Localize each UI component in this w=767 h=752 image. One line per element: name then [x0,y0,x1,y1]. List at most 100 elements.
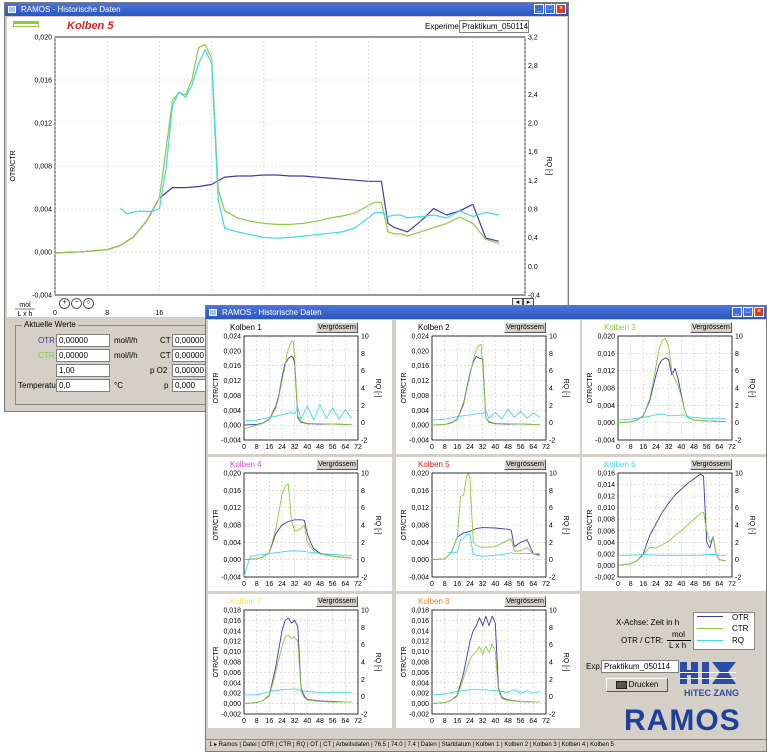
y-tick-label: 0,018 [411,608,429,615]
rq-axis-label: RQ [-] [374,516,381,535]
plot-frame [617,472,733,578]
x-tick-label: 56 [329,718,337,725]
maximize-icon[interactable]: □ [743,307,753,317]
x-tick-label: 48 [504,718,512,725]
vergroessern-button[interactable]: Vergrössern [690,322,732,333]
main-plot-area: Kolben 5 Experiment Praktikum_050114 0,0… [7,17,567,319]
kolben-panel: Kolben 3 Vergrössern 0,020 0,016 0,012 0,008 0… [582,320,766,454]
rq-tick-label: 0 [735,557,739,564]
rq-tick-label: 6 [361,505,365,512]
x-tick-label: 40 [303,444,311,451]
exp-field[interactable]: Praktikum_050114 [601,660,679,673]
y-tick-label: 0,012 [411,639,429,646]
x-tick-label: 24 [278,444,286,451]
rq-tick-label: 8 [549,625,553,632]
plot-frame [243,335,359,441]
kolben-chart: 0,024 0,020 0,016 0,012 0,008 0,004 0,000 -0,00… [213,334,381,452]
plot-frame [243,472,359,578]
close-icon[interactable]: × [556,4,566,14]
x-tick-label: 72 [542,444,550,451]
vergroessern-button[interactable]: Vergrössern [504,596,546,607]
rq-tick-label: 4 [549,523,553,530]
experiment-field[interactable]: Praktikum_050114 [459,20,529,33]
vergroessern-button[interactable]: Vergrössern [316,322,358,333]
grid-lines [55,36,525,296]
unit-mol: mol [19,302,31,309]
x-tick-label: 72 [542,718,550,725]
x-tick-label: 0 [616,581,620,588]
rq-tick-label: 4 [549,660,553,667]
vergroessern-button[interactable]: Vergrössern [316,596,358,607]
vergroessern-button[interactable]: Vergrössern [316,459,358,470]
y-tick-label: 0,002 [411,691,429,698]
main-window-titlebar[interactable]: RAMOS - Historische Daten _ □ × [5,3,568,16]
x-tick-label: 64 [341,444,349,451]
zoom-in-icon[interactable]: + [59,298,70,309]
x-tick-label: 56 [703,581,711,588]
multi-window-titlebar[interactable]: RAMOS - Historische Daten _ □ × [206,306,766,319]
rq-tick-label: 6 [549,368,553,375]
plot-frame [617,335,733,441]
plot-frame [54,36,526,296]
rq-tick-label: 4 [549,386,553,393]
minimize-icon[interactable]: _ [732,307,742,317]
series-line-rq [618,554,726,556]
x-tick-label: 24 [652,581,660,588]
zoom-out-icon[interactable]: − [71,298,82,309]
plot-frame [431,335,547,441]
y-tick-label: 0,000 [34,250,52,257]
main-chart: 0,0200,0160,0120,0080,0040,000-0,0043,22… [10,35,552,319]
kolben-panel-title: Kolben 6 [604,460,636,469]
kolben-title: Kolben 5 [67,20,114,32]
y-tick-label: 0,004 [411,680,429,687]
rq-value-field[interactable]: 1,00 [56,364,110,377]
vergroessern-button[interactable]: Vergrössern [690,459,732,470]
kolben-panel: Kolben 8 Vergrössern 0,018 0,016 0,014 0,012 0… [396,594,580,728]
rq-tick-label: 8 [361,488,365,495]
x-tick-label: 32 [291,718,299,725]
rq-tick-label: 2 [549,403,553,410]
rq-tick-label: -2 [361,438,367,445]
y-tick-label: 0,016 [411,618,429,625]
kolben-panel: Kolben 2 Vergrössern 0,024 0,020 0,016 0,012 0… [396,320,580,454]
ctr-label: CTR [38,351,55,360]
temperature-field[interactable]: 0,0 [56,379,110,392]
y-tick-label: 0,016 [411,363,429,370]
minimize-icon[interactable]: _ [534,4,544,14]
rq-tick-label: 6 [549,642,553,649]
close-icon[interactable]: × [754,307,764,317]
y-tick-label: -0,004 [409,575,429,582]
x-tick-label: 72 [728,444,736,451]
rq-tick-label: 2 [361,403,365,410]
series-line-ctr [617,511,726,566]
x-tick-label: 16 [265,444,273,451]
kolben-chart: 0,018 0,016 0,014 0,012 0,010 0,008 0,006 0,004… [213,608,381,726]
x-tick-label: 32 [479,581,487,588]
x-tick-label: 0 [242,718,246,725]
y-tick-label: 0,012 [34,121,52,128]
x-tick-label: 56 [329,581,337,588]
x-tick-label: 56 [329,444,337,451]
x-tick-label: 64 [529,444,537,451]
hitec-logo-mark [680,662,736,684]
vergroessern-button[interactable]: Vergrössern [504,322,546,333]
y-tick-label: 0,000 [411,557,429,564]
zoom-reset-icon[interactable]: ○ [83,298,94,309]
vergroessern-button[interactable]: Vergrössern [504,459,546,470]
kolben-panel-title: Kolben 3 [604,323,636,332]
otr-unit: mol/l/h [114,336,138,345]
otr-value-field[interactable]: 0,00000 [56,334,110,347]
print-button[interactable]: Drucken [606,678,668,692]
ctr-value-field[interactable]: 0,00000 [56,349,110,362]
rq-tick-label: 8 [361,351,365,358]
y-tick-label: -0,004 [409,438,429,445]
kolben-chart: 0,018 0,016 0,014 0,012 0,010 0,008 0,006 0,004… [401,608,569,726]
x-tick-label: 64 [715,581,723,588]
x-tick-label: 40 [491,444,499,451]
y-tick-label: 0,020 [223,471,241,478]
y-tick-label: 0,004 [411,540,429,547]
maximize-icon[interactable]: □ [545,4,555,14]
temperature-label: Temperatur [18,381,59,390]
rq-axis-label: RQ [-] [748,516,755,535]
series-line-otr [617,473,726,566]
